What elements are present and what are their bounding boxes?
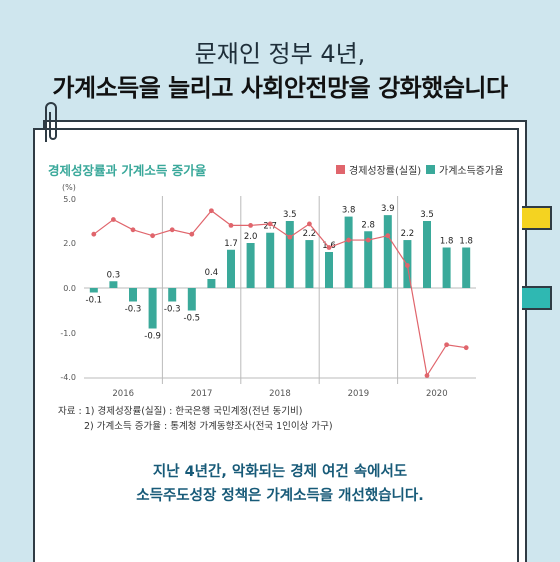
bar-value-label: -0.5 — [184, 314, 201, 324]
bar — [207, 279, 216, 288]
bar — [227, 249, 235, 288]
y-tick-label: 0.0 — [63, 284, 76, 293]
bar-value-label: 2.2 — [401, 229, 415, 239]
bar — [89, 288, 98, 293]
bar-value-label: 1.8 — [440, 237, 454, 247]
y-tick-label: -4.0 — [60, 373, 76, 382]
legend-swatch-growth — [336, 165, 345, 174]
growth-point — [267, 221, 273, 227]
source-note-2: 2) 가계소득 증가율 : 통계청 가계동향조사(전국 1인이상 가구) — [84, 421, 333, 432]
growth-line — [93, 209, 467, 378]
x-tick-label: 2019 — [348, 389, 370, 399]
growth-point — [169, 227, 175, 233]
source-note-1: 자료 : 1) 경제성장률(실질) : 한국은행 국민계정(전년 동기비) — [58, 406, 303, 417]
chart-title: 경제성장률과 가계소득 증가율 — [48, 163, 207, 178]
bar — [266, 232, 275, 288]
bar — [325, 252, 333, 288]
growth-point — [307, 221, 312, 227]
y-tick-label: -1.0 — [60, 329, 76, 338]
closing-line-1: 지난 4년간, 악화되는 경제 여건 속에서도 — [152, 464, 408, 480]
legend-swatch-income — [426, 165, 435, 174]
x-tick-label: 2018 — [269, 389, 291, 399]
headline-line-1: 문재인 정부 4년, — [194, 40, 366, 68]
bar — [246, 243, 255, 288]
bar — [285, 221, 294, 288]
y-tick-label: 5.0 — [63, 195, 76, 204]
legend-item-income: 가계소득증가율 — [426, 162, 503, 177]
growth-point — [365, 237, 371, 243]
growth-point — [209, 208, 214, 214]
growth-point — [444, 342, 449, 348]
growth-point — [111, 217, 116, 222]
growth-point — [346, 237, 351, 243]
bar — [423, 221, 431, 288]
bar-value-label: 3.8 — [342, 206, 356, 216]
bar — [187, 288, 196, 311]
bar — [109, 281, 118, 288]
bar-value-label: 2.2 — [303, 229, 317, 239]
bar — [383, 215, 392, 288]
growth-point — [228, 223, 234, 228]
x-tick-label: 2017 — [191, 389, 213, 399]
growth-point — [326, 245, 332, 250]
paperclip-icon — [45, 102, 57, 142]
headline-line-2: 가계소득을 늘리고 사회안전망을 강화했습니다 — [52, 74, 508, 102]
bar-value-label: 3.5 — [420, 210, 434, 220]
bar — [168, 288, 177, 302]
growth-point — [385, 233, 391, 239]
legend-label-growth: 경제성장률(실질) — [349, 166, 422, 177]
bar — [442, 247, 451, 288]
growth-point — [189, 231, 195, 237]
yellow-index-tab — [522, 206, 552, 230]
bar-value-label: -0.3 — [125, 305, 142, 315]
growth-point — [130, 227, 136, 233]
legend-item-growth: 경제성장률(실질) — [336, 162, 421, 177]
bar — [305, 240, 314, 288]
growth-point — [150, 233, 156, 239]
growth-point — [287, 234, 293, 240]
bar-value-label: 1.8 — [459, 237, 473, 247]
bar-value-label: 0.4 — [205, 268, 219, 278]
bar — [148, 288, 157, 329]
bar — [344, 216, 353, 288]
x-tick-label: 2016 — [112, 389, 134, 399]
teal-index-tab — [522, 286, 552, 310]
x-tick-label: 2020 — [426, 389, 448, 399]
bar — [129, 288, 137, 302]
growth-point — [463, 345, 469, 351]
growth-point — [405, 263, 410, 268]
growth-point — [424, 373, 430, 378]
y-axis-unit: (%) — [62, 183, 76, 192]
y-tick-label: 2.0 — [63, 239, 76, 248]
bar-value-label: 2.8 — [361, 220, 375, 230]
closing-line-2: 소득주도성장 정책은 가계소득을 개선했습니다. — [136, 488, 424, 504]
bar-value-label: 2.0 — [244, 232, 258, 242]
bar-value-label: -0.3 — [164, 305, 181, 315]
paper-sheet — [33, 128, 519, 562]
growth-point — [91, 231, 97, 237]
bar — [462, 247, 471, 288]
bar-value-label: -0.1 — [86, 296, 103, 306]
bar-value-label: 2.7 — [263, 222, 277, 232]
bar-value-label: 3.5 — [283, 210, 297, 220]
bar-value-label: 0.3 — [107, 270, 121, 280]
legend-label-income: 가계소득증가율 — [439, 166, 504, 177]
bar — [364, 231, 373, 288]
bar-value-label: -0.9 — [144, 332, 161, 342]
bar-value-label: 3.9 — [381, 204, 395, 214]
growth-point — [248, 223, 254, 228]
bar-value-label: 1.7 — [224, 239, 238, 249]
